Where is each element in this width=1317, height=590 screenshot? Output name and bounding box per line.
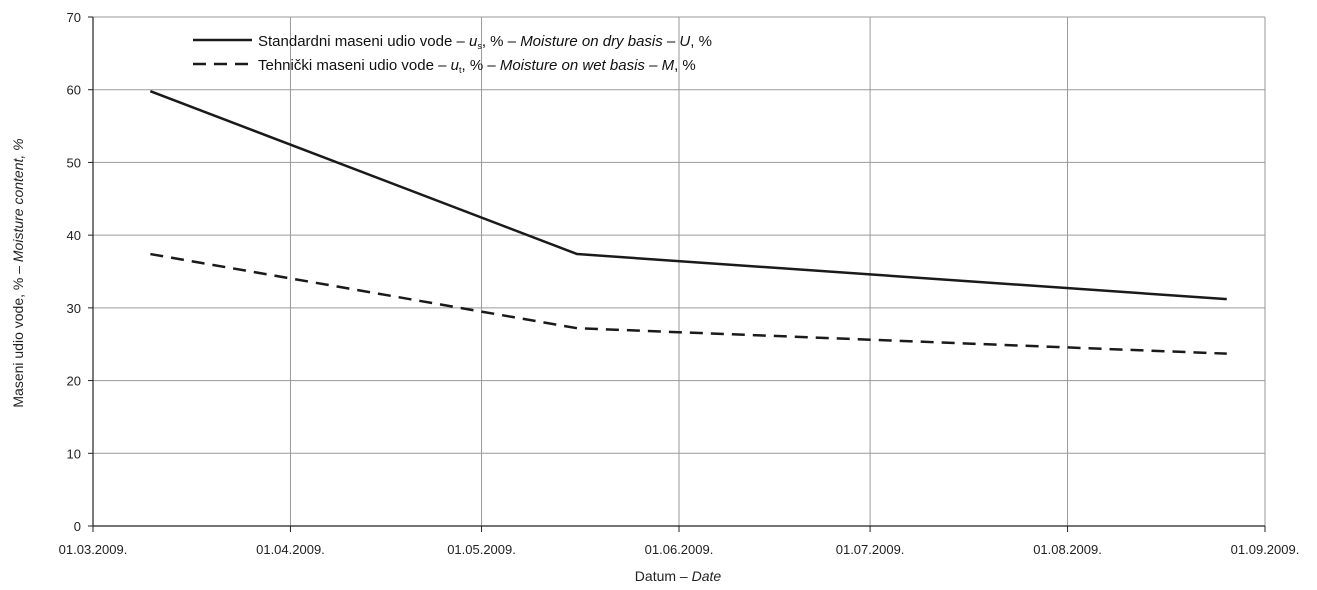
legend: Standardni maseni udio vode – us, % – Mo… — [193, 33, 712, 75]
series-line-dry-basis — [149, 90, 1227, 301]
x-tick-label: 01.06.2009. — [645, 542, 714, 557]
y-tick-label: 40 — [67, 228, 81, 243]
y-tick-label: 50 — [67, 155, 81, 170]
y-tick-label: 20 — [67, 374, 81, 389]
y-tick-labels: 0 10 20 30 40 50 60 70 — [67, 10, 81, 534]
x-tick-label: 01.05.2009. — [447, 542, 516, 557]
x-tick-label: 01.07.2009. — [836, 542, 905, 557]
x-tick-label: 01.04.2009. — [256, 542, 325, 557]
y-tick-label: 30 — [67, 301, 81, 316]
legend-label-wet: Tehnički maseni udio vode – ut, % – Mois… — [258, 57, 696, 75]
x-tick-label: 01.03.2009. — [59, 542, 128, 557]
y-tick-label: 10 — [67, 446, 81, 461]
y-tick-label: 60 — [67, 83, 81, 98]
series-line-wet-basis — [150, 252, 1227, 355]
x-tick-label: 01.09.2009. — [1231, 542, 1300, 557]
x-tick-label: 01.08.2009. — [1033, 542, 1102, 557]
legend-label-dry: Standardni maseni udio vode – us, % – Mo… — [258, 33, 712, 51]
axes — [88, 16, 1266, 532]
y-axis-title: Maseni udio vode, % – Moisture content, … — [10, 138, 26, 407]
y-tick-label: 70 — [67, 10, 81, 25]
grid-lines — [93, 16, 1266, 526]
x-tick-labels: 01.03.2009. 01.04.2009. 01.05.2009. 01.06.2… — [59, 542, 1300, 557]
data-series — [149, 90, 1227, 355]
y-tick-label: 0 — [74, 519, 81, 534]
x-axis-title: Datum – Date — [635, 568, 722, 584]
